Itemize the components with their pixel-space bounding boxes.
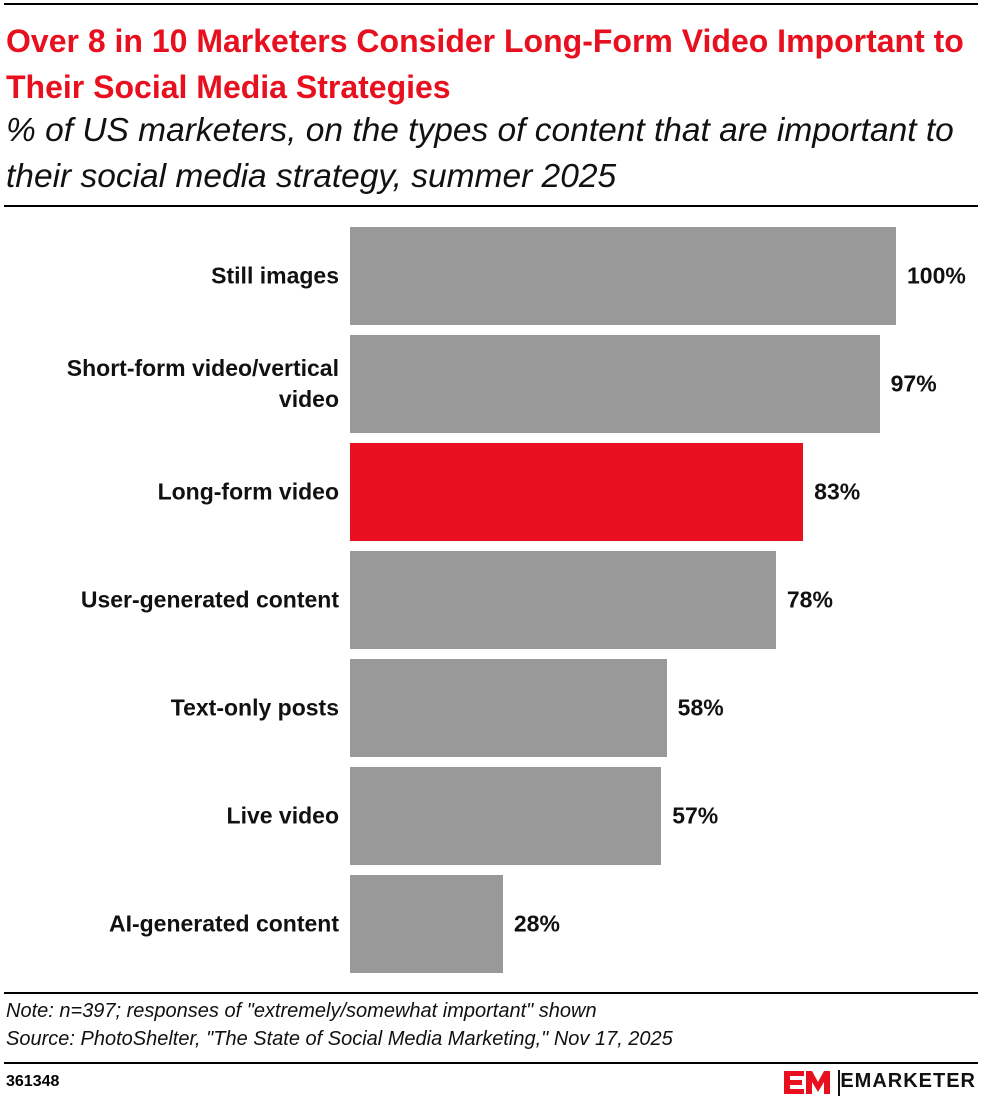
category-label: Long-form video [157, 478, 339, 505]
note: Note: n=397; responses of "extremely/som… [6, 1000, 597, 1022]
category-label: AI-generated content [108, 910, 339, 937]
chart-title: Over 8 in 10 Marketers Consider Long-For… [6, 23, 964, 105]
value-label: 28% [513, 910, 560, 937]
chart-subtitle: % of US marketers, on the types of conte… [6, 112, 954, 195]
chart-id: 361348 [6, 1073, 60, 1090]
bar [350, 335, 880, 433]
bar [350, 767, 662, 865]
category-label: Short-form video/vertical video [66, 355, 339, 412]
category-label: Still images [211, 262, 339, 289]
header-rule [4, 205, 978, 207]
value-label: 78% [786, 586, 833, 613]
value-label: 58% [677, 694, 724, 721]
bar [350, 659, 667, 757]
brand-name: EMARKETER [840, 1070, 976, 1092]
top-rule [4, 3, 978, 5]
category-label: Text-only posts [170, 694, 339, 721]
source: Source: PhotoShelter, "The State of Soci… [6, 1028, 673, 1050]
category-label: User-generated content [80, 586, 339, 613]
bottom-rule [4, 1062, 978, 1064]
bar [350, 443, 804, 541]
category-label: Live video [226, 802, 339, 829]
footer-rule [4, 992, 978, 994]
value-label: 97% [890, 370, 937, 397]
value-label: 83% [814, 478, 861, 505]
value-label: 100% [907, 262, 966, 289]
bar [350, 227, 896, 325]
brand-logo [784, 1070, 840, 1096]
value-label: 57% [672, 802, 719, 829]
bar [350, 551, 776, 649]
bar [350, 875, 503, 973]
